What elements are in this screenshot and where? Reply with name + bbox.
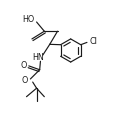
- Text: Cl: Cl: [90, 37, 98, 46]
- Text: HN: HN: [32, 53, 44, 62]
- Text: O: O: [22, 76, 28, 85]
- Text: O: O: [20, 61, 27, 70]
- Text: HO: HO: [23, 15, 35, 24]
